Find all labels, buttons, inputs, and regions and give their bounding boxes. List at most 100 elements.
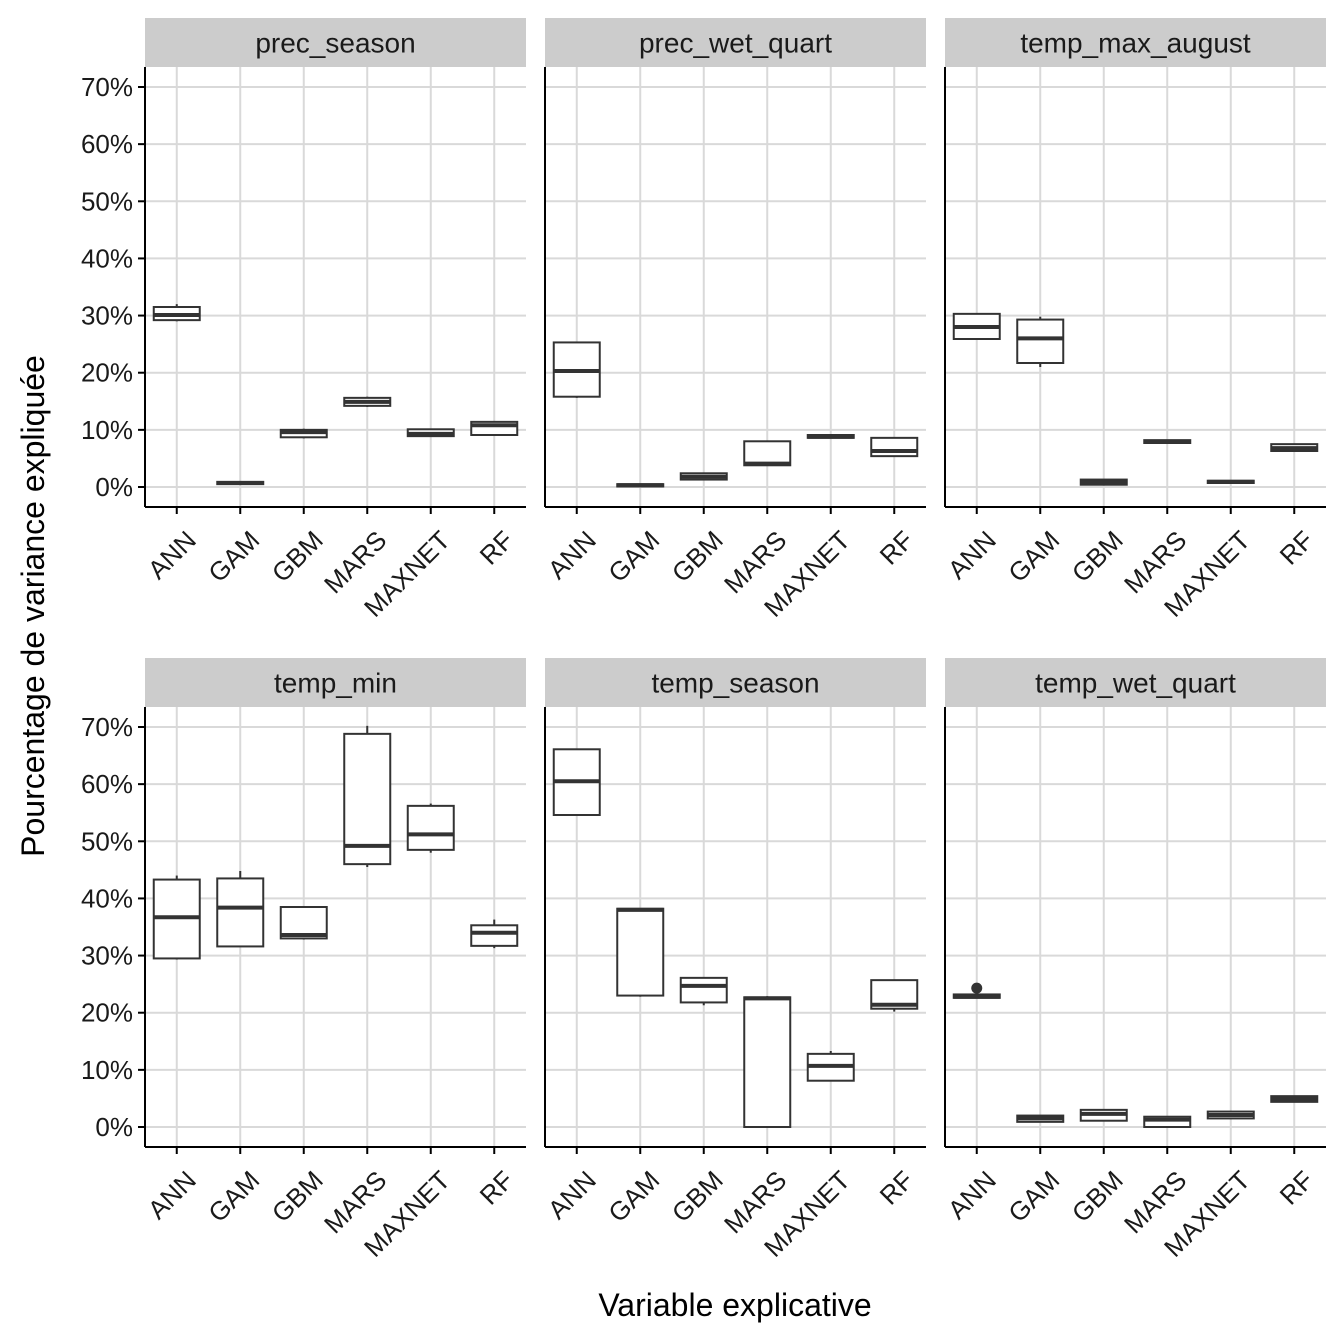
y-tick-label: 70% [81, 72, 133, 102]
strip-title: prec_season [255, 28, 415, 59]
strip-background [145, 18, 526, 67]
strip-background [145, 658, 526, 707]
x-tick-label: RF [874, 1165, 920, 1211]
box-ANN [552, 341, 601, 398]
box-GAM [616, 483, 665, 488]
y-tick-label: 60% [81, 769, 133, 799]
box-iqr [870, 436, 919, 458]
strip-background [545, 658, 926, 707]
x-tick-label: RF [1274, 525, 1320, 571]
x-tick-label: ANN [542, 1165, 602, 1225]
strip-title: temp_wet_quart [1035, 668, 1236, 699]
box-ANN [952, 982, 1001, 999]
box-iqr [743, 996, 792, 1128]
box-GBM [279, 428, 328, 439]
box-MARS [743, 440, 792, 467]
box-GAM [1016, 316, 1065, 367]
x-tick-label: GAM [602, 1165, 665, 1228]
x-tick-label: GAM [1002, 525, 1065, 588]
box-GBM [1079, 1108, 1128, 1122]
x-tick-label: ANN [542, 525, 602, 585]
box-ANN [952, 312, 1001, 341]
x-tick-label: ANN [942, 1165, 1002, 1225]
y-tick-label: 10% [81, 1055, 133, 1085]
box-GAM [216, 480, 265, 486]
box-ANN [152, 304, 201, 322]
y-tick-label: 20% [81, 358, 133, 388]
box-GAM [216, 871, 265, 948]
box-RF [870, 979, 919, 1012]
strip-title: temp_season [651, 668, 819, 699]
box-RF [1270, 443, 1319, 452]
x-tick-label: ANN [942, 525, 1002, 585]
y-tick-label: 40% [81, 883, 133, 913]
y-tick-label: 40% [81, 243, 133, 273]
y-tick-label: 20% [81, 998, 133, 1028]
x-tick-label: RF [874, 525, 920, 571]
strip-title: temp_max_august [1020, 28, 1251, 59]
x-tick-label: RF [474, 1165, 520, 1211]
outlier-point [971, 982, 983, 994]
x-tick-label: GAM [202, 1165, 265, 1228]
x-tick-label: RF [1274, 1165, 1320, 1211]
x-axis-title: Variable explicative [598, 1287, 871, 1323]
box-GAM [616, 907, 665, 997]
box-iqr [406, 804, 455, 851]
box-iqr [679, 976, 728, 1004]
box-iqr [1143, 1115, 1192, 1128]
y-tick-label: 30% [81, 301, 133, 331]
box-iqr [343, 732, 392, 866]
box-iqr [1016, 318, 1065, 365]
box-iqr [743, 440, 792, 467]
box-RF [470, 919, 519, 949]
box-MARS [343, 396, 392, 407]
box-GBM [679, 472, 728, 481]
y-tick-label: 0% [95, 472, 133, 502]
box-GBM [679, 976, 728, 1006]
y-axis-title: Pourcentage de variance expliquée [15, 355, 51, 857]
box-iqr [616, 907, 665, 997]
box-MAXNET [1206, 479, 1255, 485]
y-tick-label: 70% [81, 712, 133, 742]
box-MARS [343, 725, 392, 867]
box-MARS [1143, 439, 1192, 444]
box-MARS [1143, 1115, 1192, 1128]
x-tick-label: GAM [602, 525, 665, 588]
x-tick-label: ANN [142, 1165, 202, 1225]
box-iqr [216, 877, 265, 948]
box-RF [470, 420, 519, 437]
strip-title: temp_min [274, 668, 397, 699]
x-tick-label: ANN [142, 525, 202, 585]
box-MAXNET [1206, 1110, 1255, 1120]
box-MAXNET [406, 428, 455, 438]
box-MAXNET [806, 434, 855, 439]
x-tick-label: GAM [202, 525, 265, 588]
box-MARS [743, 996, 792, 1128]
box-GAM [1016, 1114, 1065, 1123]
strip-background [945, 658, 1326, 707]
x-tick-label: GAM [1002, 1165, 1065, 1228]
y-tick-label: 10% [81, 415, 133, 445]
y-tick-label: 60% [81, 129, 133, 159]
y-tick-label: 50% [81, 186, 133, 216]
y-tick-label: 0% [95, 1112, 133, 1142]
box-GBM [279, 906, 328, 940]
box-MAXNET [406, 803, 455, 853]
y-tick-label: 30% [81, 941, 133, 971]
box-RF [1270, 1095, 1319, 1103]
box-MAXNET [806, 1051, 855, 1082]
y-tick-label: 50% [81, 826, 133, 856]
strip-title: prec_wet_quart [639, 28, 832, 59]
box-GBM [1079, 478, 1128, 486]
x-tick-label: RF [474, 525, 520, 571]
box-ANN [552, 748, 601, 816]
strip-background [945, 18, 1326, 67]
box-ANN [152, 875, 201, 960]
